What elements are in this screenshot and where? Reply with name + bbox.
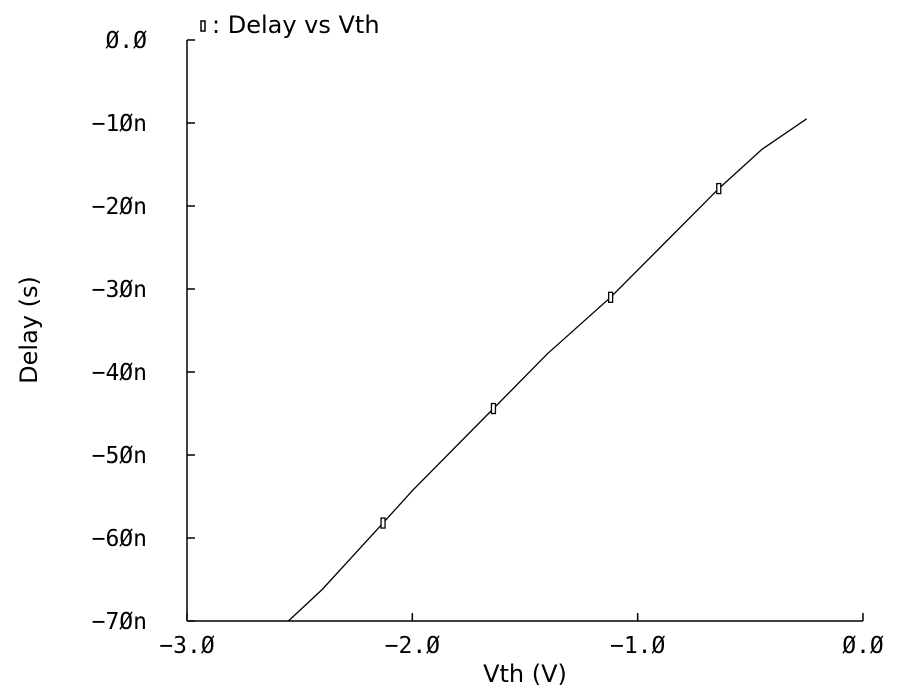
y-tick-label: −1Øn <box>92 111 147 137</box>
data-point-marker <box>607 291 614 303</box>
series-line-delay-vs-vth <box>287 118 808 622</box>
x-axis-title: Vth (V) <box>483 660 567 688</box>
x-tick-label: −3.Ø <box>159 633 215 659</box>
legend-label: : Delay vs Vth <box>212 11 380 39</box>
y-tick-label: −6Øn <box>92 526 147 552</box>
data-point-marker <box>380 517 386 529</box>
data-point-marker <box>490 402 497 415</box>
x-ticks: −3.Ø −2.Ø −1.Ø Ø.Ø <box>159 613 884 659</box>
axes <box>186 40 863 622</box>
y-tick-label: −5Øn <box>92 443 147 469</box>
series-layer <box>287 118 808 622</box>
x-tick-label: −1.Ø <box>610 633 666 659</box>
x-tick-label: Ø.Ø <box>842 633 884 659</box>
y-tick-label: −4Øn <box>92 360 147 386</box>
x-tick-label: −2.Ø <box>385 633 441 659</box>
y-tick-label: Ø.Ø <box>105 28 147 54</box>
y-tick-label: −3Øn <box>92 277 147 303</box>
y-tick-label: −2Øn <box>92 194 147 220</box>
data-point-marker <box>716 182 722 195</box>
y-axis-title: Delay (s) <box>15 276 43 384</box>
y-ticks: Ø.Ø −1Øn −2Øn −3Øn −4Øn −5Øn −6Øn −7Øn <box>92 28 195 635</box>
y-tick-label: −7Øn <box>92 609 147 635</box>
legend: : Delay vs Vth <box>200 11 380 39</box>
legend-marker <box>200 20 206 32</box>
